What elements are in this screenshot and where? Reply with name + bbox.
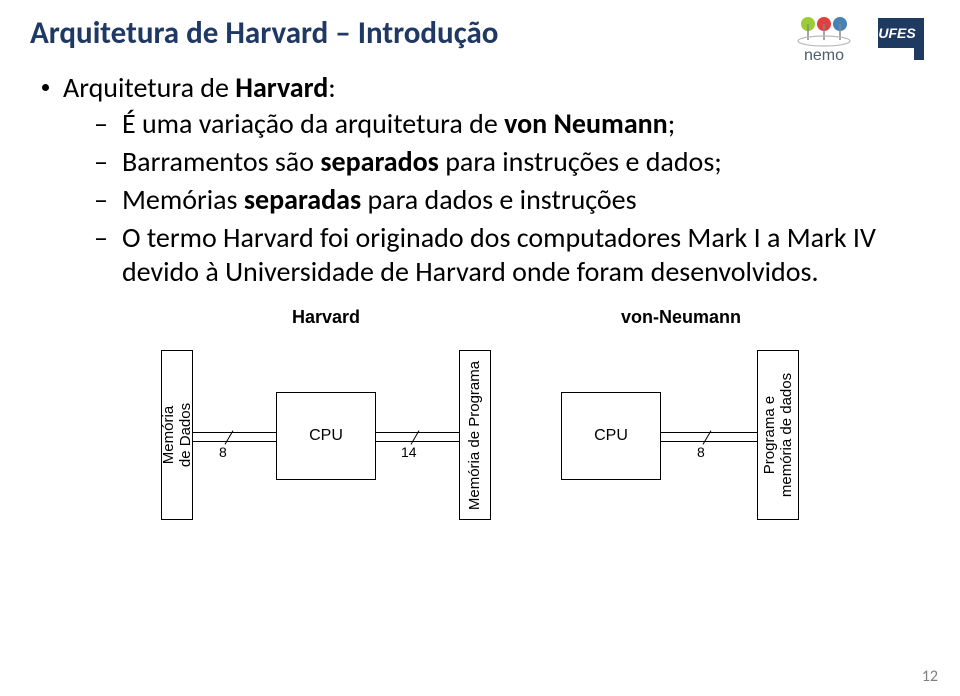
b1-strong: Harvard: [235, 70, 328, 105]
page-number: 12: [922, 667, 938, 686]
bullet-item-1: – Barramentos são separados para instruç…: [94, 145, 930, 179]
b2-3-pre: O termo Harvard foi originado dos comput…: [122, 220, 876, 289]
page-title: Arquitetura de Harvard – Introdução: [30, 14, 498, 52]
b2-0-strong: von Neumann: [504, 106, 668, 141]
bullet-item-0: – É uma variação da arquitetura de von N…: [94, 107, 930, 141]
b2-2-strong: separadas: [244, 182, 361, 217]
harvard-bus-right-label: 14: [401, 444, 417, 460]
nemo-text: nemo: [804, 47, 844, 64]
b2-0-post: ;: [668, 106, 676, 141]
vonneumann-cpu: CPU: [561, 392, 661, 480]
logo-group: nemo UFES: [788, 14, 930, 64]
vonneumann-mem-label: Programa ememória de dados: [761, 373, 795, 497]
bullet-item-2: – Memórias separadas para dados e instru…: [94, 183, 930, 217]
svg-text:UFES: UFES: [878, 25, 916, 41]
harvard-bus-left-label: 8: [219, 444, 227, 460]
content: Arquitetura de Harvard: – É uma variação…: [30, 70, 930, 560]
harvard-mem-data-label: Memóriade Dados: [160, 403, 194, 467]
b2-1-pre: Barramentos são: [122, 144, 320, 179]
diagrams-row: Harvard Memóriade Dados Memória de Progr…: [42, 307, 930, 560]
vonneumann-title: von-Neumann: [551, 307, 811, 328]
bullet-level1: Arquitetura de Harvard:: [42, 70, 930, 105]
harvard-title: Harvard: [161, 307, 491, 328]
harvard-diagram: Harvard Memóriade Dados Memória de Progr…: [161, 307, 491, 560]
harvard-cpu: CPU: [276, 392, 376, 480]
sub-list: – É uma variação da arquitetura de von N…: [94, 107, 930, 289]
b2-2-post: para dados e instruções: [361, 182, 636, 217]
harvard-mem-prog: Memória de Programa: [459, 350, 491, 520]
vonneumann-bus-label: 8: [697, 444, 705, 460]
vonneumann-cpu-label: CPU: [594, 427, 628, 445]
dash-icon: –: [94, 107, 108, 141]
dash-icon: –: [94, 221, 108, 255]
nemo-logo: nemo: [788, 14, 860, 64]
vonneumann-mem: Programa ememória de dados: [757, 350, 799, 520]
dash-icon: –: [94, 145, 108, 179]
harvard-bus-left: [193, 432, 276, 442]
b2-1-strong: separados: [320, 144, 439, 179]
b2-0-pre: É uma variação da arquitetura de: [122, 106, 504, 141]
harvard-cpu-label: CPU: [309, 427, 343, 445]
dash-icon: –: [94, 183, 108, 217]
vonneumann-diagram: von-Neumann CPU Programa ememória de dad…: [551, 307, 811, 560]
ufes-logo: UFES: [872, 14, 930, 64]
bullet-item-3: – O termo Harvard foi originado dos comp…: [94, 221, 930, 289]
b1-tail: :: [328, 70, 336, 105]
harvard-mem-data: Memóriade Dados: [161, 350, 193, 520]
b2-1-post: para instruções e dados;: [439, 144, 722, 179]
b1-pre: Arquitetura de: [63, 70, 235, 105]
bullet-dot: [42, 84, 49, 91]
harvard-mem-prog-label: Memória de Programa: [467, 360, 484, 509]
b2-2-pre: Memórias: [122, 182, 244, 217]
